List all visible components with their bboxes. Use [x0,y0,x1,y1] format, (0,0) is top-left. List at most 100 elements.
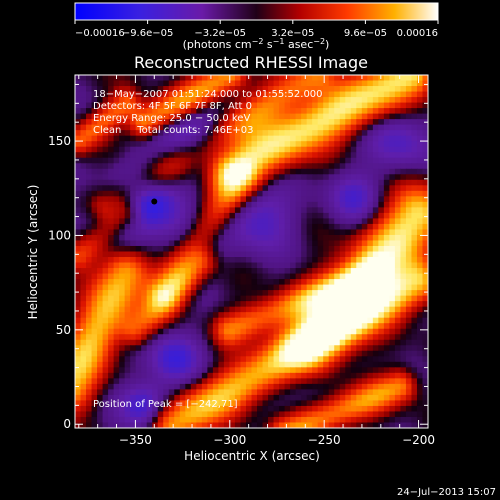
heatmap-cell [163,135,170,142]
heatmap-cell [295,75,302,82]
heatmap-cell [356,185,363,192]
heatmap-cell [146,174,153,181]
heatmap-cell [179,130,186,137]
heatmap-cell [196,229,203,236]
heatmap-cell [383,257,390,264]
heatmap-cell [339,119,346,126]
heatmap-cell [146,251,153,258]
heatmap-cell [400,179,407,186]
heatmap-cell [102,400,109,407]
heatmap-cell [185,185,192,192]
heatmap-cell [91,124,98,131]
heatmap-cell [152,295,159,302]
heatmap-cell [152,234,159,242]
heatmap-cell [301,306,308,313]
heatmap-cell [240,212,247,220]
heatmap-cell [323,86,330,93]
heatmap-cell [185,400,192,407]
heatmap-cell [212,207,220,214]
heatmap-cell [119,361,126,368]
heatmap-cell [168,196,175,203]
heatmap-cell [262,146,269,153]
heatmap-cell [394,251,402,258]
heatmap-cell [400,146,407,153]
heatmap-cell [163,290,170,297]
heatmap-cell [279,334,286,341]
heatmap-cell [317,394,324,402]
heatmap-cell [201,179,208,186]
heatmap-cell [218,339,225,346]
heatmap-cell [339,389,346,396]
heatmap-cell [108,383,115,390]
heatmap-cell [80,372,87,379]
heatmap-cell [334,290,341,297]
heatmap-cell [190,279,197,286]
heatmap-cell [290,317,297,324]
heatmap-cell [389,108,396,115]
heatmap-cell [372,135,379,142]
heatmap-cell [405,339,413,346]
heatmap-cell [119,141,126,148]
heatmap-cell [124,411,131,418]
heatmap-cell [174,185,181,192]
heatmap-cell [372,212,379,220]
heatmap-cell [262,339,269,346]
heatmap-cell [268,411,275,418]
heatmap-cell [334,257,341,264]
heatmap-cell [240,284,247,291]
heatmap-cell [279,306,286,313]
heatmap-cell [196,279,203,286]
heatmap-cell [212,251,220,258]
heatmap-cell [185,168,192,175]
heatmap-cell [80,245,87,253]
heatmap-cell [279,80,286,87]
heatmap-cell [234,334,242,341]
heatmap-cell [389,378,396,385]
heatmap-cell [157,207,164,214]
heatmap-cell [234,91,242,98]
heatmap-cell [152,113,159,120]
heatmap-cell [179,86,186,93]
heatmap-cell [317,75,324,82]
heatmap-cell [207,179,214,186]
heatmap-cell [339,378,346,385]
heatmap-cell [334,108,341,115]
heatmap-cell [190,317,197,324]
heatmap-cell [97,339,104,346]
heatmap-cell [361,108,368,115]
heatmap-cell [163,196,170,203]
heatmap-cell [312,130,319,137]
heatmap-cell [339,196,346,203]
heatmap-cell [245,334,253,341]
heatmap-cell [422,75,428,82]
heatmap-cell [80,422,87,428]
heatmap-cell [306,323,313,330]
heatmap-cell [102,295,109,302]
heatmap-cell [361,312,368,319]
heatmap-cell [405,80,413,87]
heatmap-cell [152,411,159,418]
heatmap-cell [290,201,297,208]
heatmap-cell [301,185,308,192]
heatmap-cell [108,372,115,379]
heatmap-cell [97,168,104,175]
heatmap-cell [113,416,120,424]
heatmap-cell [328,389,335,396]
heatmap-cell [201,279,208,286]
heatmap-cell [301,334,308,341]
heatmap-cell [223,223,231,231]
heatmap-cell [350,185,357,192]
heatmap-cell [80,317,87,324]
heatmap-cell [345,356,352,363]
heatmap-cell [367,174,374,181]
heatmap-cell [119,135,126,142]
heatmap-cell [91,108,98,115]
heatmap-cell [350,422,357,428]
heatmap-cell [141,168,148,175]
heatmap-cell [75,422,82,428]
heatmap-cell [257,389,264,396]
heatmap-cell [130,416,137,424]
heatmap-cell [394,328,402,335]
heatmap-cell [245,234,253,242]
heatmap-cell [113,317,120,324]
